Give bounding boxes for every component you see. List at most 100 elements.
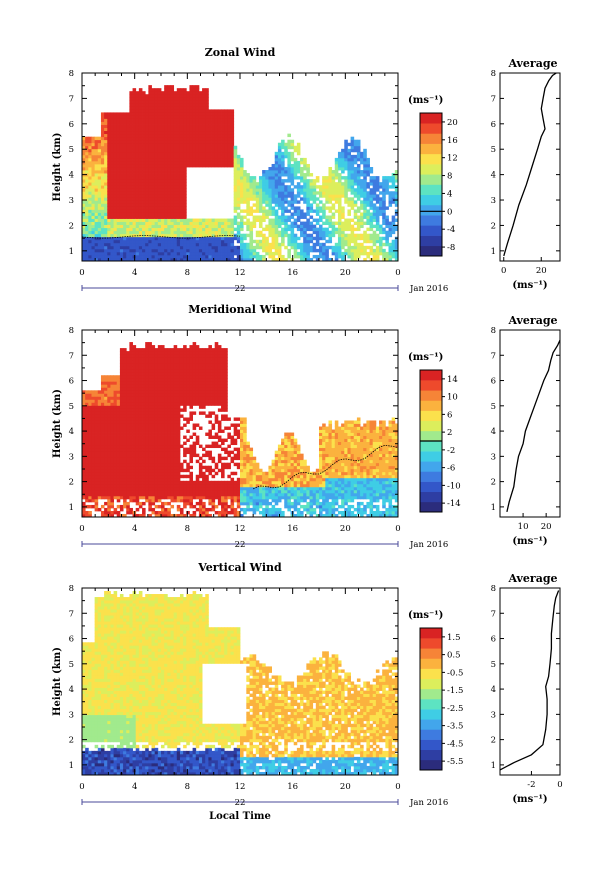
heatmap-cell: [145, 251, 149, 256]
heatmap-cell: [183, 121, 187, 125]
heatmap-cell: [157, 188, 162, 192]
heatmap-cell: [82, 432, 86, 436]
heatmap-cell: [331, 212, 336, 216]
heatmap-cell: [107, 408, 111, 412]
heatmap-cell: [100, 435, 105, 439]
heatmap-cell: [126, 486, 130, 491]
y-tick-label: 2: [69, 221, 74, 231]
heatmap-cell: [110, 465, 114, 470]
heatmap-cell: [385, 182, 389, 186]
heatmap-cell: [107, 456, 111, 461]
heatmap-cell: [221, 151, 225, 156]
heatmap-cell: [284, 221, 288, 226]
heatmap-cell: [82, 194, 86, 198]
heatmap-cell: [94, 411, 99, 415]
heatmap-cell: [107, 145, 111, 150]
heatmap-cell: [157, 106, 162, 110]
heatmap-cell: [148, 106, 152, 110]
heatmap-cell: [129, 441, 133, 446]
heatmap-cell: [334, 188, 339, 192]
heatmap-cell: [88, 408, 92, 412]
heatmap-cell: [309, 206, 314, 210]
heatmap-cell: [113, 435, 118, 439]
heatmap-cell: [138, 348, 143, 352]
heatmap-cell: [217, 157, 222, 162]
heatmap-cell: [287, 209, 291, 213]
heatmap-cell: [132, 417, 137, 421]
heatmap-cell: [135, 167, 140, 171]
heatmap-cell: [151, 393, 156, 397]
heatmap-cell: [255, 218, 260, 222]
heatmap-cell: [97, 438, 102, 442]
heatmap-cell: [221, 239, 225, 244]
heatmap-cell: [265, 224, 269, 229]
heatmap-cell: [258, 203, 263, 207]
y-tick-label: 3: [69, 196, 74, 206]
heatmap-cell: [148, 456, 152, 461]
heatmap-cell: [173, 251, 178, 256]
heatmap-cell: [382, 230, 386, 235]
heatmap-cell: [293, 170, 298, 174]
heatmap-cell: [126, 248, 130, 253]
heatmap-cell: [274, 197, 279, 201]
heatmap-cell: [82, 474, 86, 479]
heatmap-cell: [154, 203, 159, 207]
heatmap-cell: [246, 218, 250, 222]
heatmap-cell: [151, 142, 156, 147]
heatmap-cell: [82, 495, 86, 500]
heatmap-cell: [129, 465, 133, 470]
heatmap-cell: [97, 209, 102, 213]
heatmap-cell: [350, 179, 355, 183]
heatmap-cell: [167, 182, 171, 186]
heatmap-cell: [221, 230, 225, 235]
heatmap-cell: [240, 197, 244, 201]
heatmap-cell: [202, 88, 206, 92]
heatmap-cell: [82, 444, 86, 449]
heatmap-cell: [123, 170, 127, 174]
heatmap-cell: [391, 194, 396, 198]
heatmap-cell: [176, 176, 181, 180]
heatmap-cell: [284, 151, 288, 156]
heatmap-cell: [132, 495, 137, 500]
heatmap-cell: [341, 257, 345, 262]
heatmap-cell: [107, 115, 111, 119]
heatmap-cell: [240, 245, 244, 250]
heatmap-cell: [341, 206, 345, 210]
heatmap-cell: [186, 160, 190, 165]
heatmap-cell: [319, 248, 323, 253]
heatmap-cell: [331, 227, 336, 232]
heatmap-cell: [104, 173, 108, 177]
heatmap-cell: [258, 224, 263, 229]
heatmap-cell: [154, 420, 159, 424]
heatmap-cell: [198, 224, 203, 229]
heatmap-cell: [173, 194, 178, 198]
heatmap-cell: [157, 185, 162, 189]
heatmap-cell: [293, 197, 298, 201]
heatmap-cell: [157, 450, 162, 455]
heatmap-cell: [303, 191, 307, 195]
heatmap-cell: [328, 245, 333, 250]
heatmap-cell: [258, 221, 263, 226]
heatmap-cell: [366, 170, 370, 174]
heatmap-cell: [192, 85, 197, 89]
heatmap-cell: [151, 124, 156, 128]
heatmap-cell: [91, 163, 96, 168]
heatmap-cell: [97, 191, 102, 195]
heatmap-cell: [240, 200, 244, 204]
heatmap-cell: [277, 221, 282, 226]
heatmap-cell: [135, 127, 140, 132]
heatmap-cell: [135, 417, 140, 421]
heatmap-cell: [341, 224, 345, 229]
heatmap-cell: [119, 133, 124, 138]
heatmap-cell: [227, 157, 231, 162]
heatmap-cell: [132, 124, 137, 128]
heatmap-cell: [186, 94, 190, 98]
heatmap-cell: [236, 167, 241, 171]
heatmap-cell: [322, 242, 326, 247]
heatmap-cell: [350, 236, 355, 241]
heatmap-cell: [154, 233, 159, 238]
heatmap-cell: [142, 188, 146, 192]
heatmap-cell: [110, 200, 114, 204]
heatmap-cell: [230, 221, 235, 226]
heatmap-cell: [82, 453, 86, 458]
